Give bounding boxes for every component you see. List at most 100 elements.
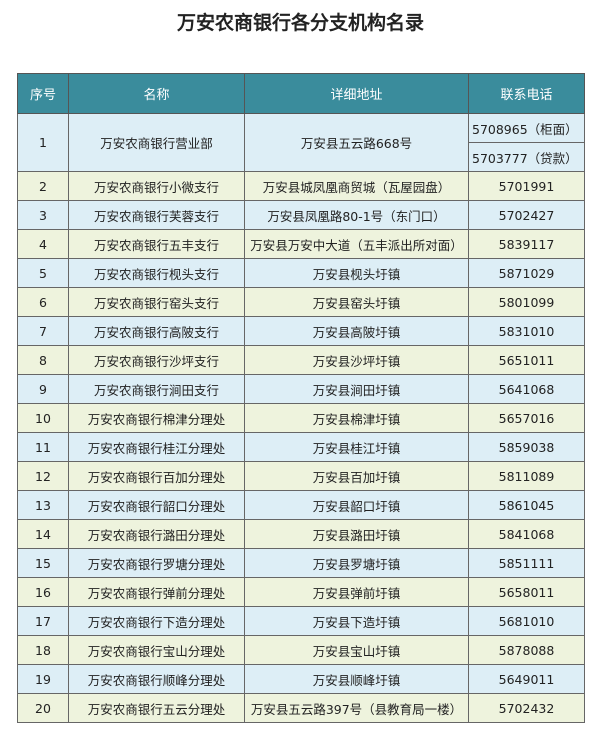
name-cell: 万安农商银行高陂支行 (68, 316, 245, 346)
number-cell: 3 (17, 200, 69, 230)
phone-cell: 5861045 (468, 490, 585, 520)
table-row: 12 万安农商银行百加分理处 万安县百加圩镇 5811089 (17, 461, 585, 491)
name-cell: 万安农商银行五丰支行 (68, 229, 245, 259)
name-cell: 万安农商银行百加分理处 (68, 461, 245, 491)
phone-cell: 5831010 (468, 316, 585, 346)
number-cell: 18 (17, 635, 69, 665)
number-cell: 7 (17, 316, 69, 346)
address-cell: 万安县凤凰路80-1号（东门口） (244, 200, 469, 230)
number-cell: 10 (17, 403, 69, 433)
name-cell: 万安农商银行沙坪支行 (68, 345, 245, 375)
table-row: 1 万安农商银行营业部 万安县五云路668号 5708965（柜面） (17, 113, 585, 172)
name-cell: 万安农商银行五云分理处 (68, 693, 245, 723)
address-cell: 万安县韶口圩镇 (244, 490, 469, 520)
table-body: 1 万安农商银行营业部 万安县五云路668号 5708965（柜面） 5703777（贷… (17, 113, 585, 723)
header-cell: 联系电话 (468, 73, 585, 114)
header-row: 序号 名称 详细地址 联系电话 (17, 73, 585, 114)
table-row: 2 万安农商银行小微支行 万安县城凤凰商贸城（瓦屋园盘） 5701991 (17, 171, 585, 201)
phone-cell: 5801099 (468, 287, 585, 317)
name-cell: 万安农商银行枧头支行 (68, 258, 245, 288)
phone-cell: 5702432 (468, 693, 585, 723)
table-row: 3 万安农商银行芙蓉支行 万安县凤凰路80-1号（东门口） 5702427 (17, 200, 585, 230)
table-row: 4 万安农商银行五丰支行 万安县万安中大道（五丰派出所对面） 5839117 (17, 229, 585, 259)
number-cell: 13 (17, 490, 69, 520)
table-row: 15 万安农商银行罗塘分理处 万安县罗塘圩镇 5851111 (17, 548, 585, 578)
number-cell: 5 (17, 258, 69, 288)
address-cell: 万安县罗塘圩镇 (244, 548, 469, 578)
phone-cell: 5641068 (468, 374, 585, 404)
number-cell: 15 (17, 548, 69, 578)
number-cell: 20 (17, 693, 69, 723)
name-cell: 万安农商银行棉津分理处 (68, 403, 245, 433)
name-cell: 万安农商银行韶口分理处 (68, 490, 245, 520)
name-cell: 万安农商银行顺峰分理处 (68, 664, 245, 694)
table-row: 20 万安农商银行五云分理处 万安县五云路397号（县教育局一楼） 5702432 (17, 693, 585, 723)
name-cell: 万安农商银行营业部 (68, 113, 245, 172)
address-cell: 万安县五云路668号 (244, 113, 469, 172)
table-row: 13 万安农商银行韶口分理处 万安县韶口圩镇 5861045 (17, 490, 585, 520)
phone-cell: 5841068 (468, 519, 585, 549)
table-row: 11 万安农商银行桂江分理处 万安县桂江圩镇 5859038 (17, 432, 585, 462)
address-cell: 万安县枧头圩镇 (244, 258, 469, 288)
address-cell: 万安县宝山圩镇 (244, 635, 469, 665)
address-cell: 万安县潞田圩镇 (244, 519, 469, 549)
phone-cell: 5681010 (468, 606, 585, 636)
name-cell: 万安农商银行潞田分理处 (68, 519, 245, 549)
number-cell: 19 (17, 664, 69, 694)
table-row: 19 万安农商银行顺峰分理处 万安县顺峰圩镇 5649011 (17, 664, 585, 694)
address-cell: 万安县万安中大道（五丰派出所对面） (244, 229, 469, 259)
number-cell: 9 (17, 374, 69, 404)
address-cell: 万安县百加圩镇 (244, 461, 469, 491)
table-row: 5703777（贷款） (18, 142, 585, 172)
number-cell: 1 (17, 113, 69, 172)
table-row: 5 万安农商银行枧头支行 万安县枧头圩镇 5871029 (17, 258, 585, 288)
address-cell: 万安县城凤凰商贸城（瓦屋园盘） (244, 171, 469, 201)
name-cell: 万安农商银行弹前分理处 (68, 577, 245, 607)
phone-cell: 5839117 (468, 229, 585, 259)
address-cell: 万安县棉津圩镇 (244, 403, 469, 433)
number-cell: 4 (17, 229, 69, 259)
table-row: 18 万安农商银行宝山分理处 万安县宝山圩镇 5878088 (17, 635, 585, 665)
phone-cell: 5851111 (468, 548, 585, 578)
phone-cell: 5658011 (468, 577, 585, 607)
address-cell: 万安县桂江圩镇 (244, 432, 469, 462)
table-row: 9 万安农商银行涧田支行 万安县涧田圩镇 5641068 (17, 374, 585, 404)
address-cell: 万安县下造圩镇 (244, 606, 469, 636)
name-cell: 万安农商银行下造分理处 (68, 606, 245, 636)
table-row: 10 万安农商银行棉津分理处 万安县棉津圩镇 5657016 (17, 403, 585, 433)
name-cell: 万安农商银行窑头支行 (68, 287, 245, 317)
number-cell: 2 (17, 171, 69, 201)
number-cell: 16 (17, 577, 69, 607)
phone-cell: 5878088 (468, 635, 585, 665)
name-cell: 万安农商银行小微支行 (68, 171, 245, 201)
phone-cell: 5701991 (468, 171, 585, 201)
table-row: 17 万安农商银行下造分理处 万安县下造圩镇 5681010 (17, 606, 585, 636)
table-row: 14 万安农商银行潞田分理处 万安县潞田圩镇 5841068 (17, 519, 585, 549)
address-cell: 万安县沙坪圩镇 (244, 345, 469, 375)
name-cell: 万安农商银行芙蓉支行 (68, 200, 245, 230)
phone-cell: 5703777（贷款） (468, 142, 585, 172)
table-row: 8 万安农商银行沙坪支行 万安县沙坪圩镇 5651011 (17, 345, 585, 375)
branch-table: 序号 名称 详细地址 联系电话 1 万安农商银行营业部 万安县五云路668号 5708965… (17, 73, 585, 723)
table-row: 7 万安农商银行高陂支行 万安县高陂圩镇 5831010 (17, 316, 585, 346)
header-cell: 详细地址 (244, 73, 469, 114)
address-cell: 万安县高陂圩镇 (244, 316, 469, 346)
phone-cell: 5859038 (468, 432, 585, 462)
phone-cell: 5702427 (468, 200, 585, 230)
header-cell: 名称 (68, 73, 245, 114)
address-cell: 万安县弹前圩镇 (244, 577, 469, 607)
address-cell: 万安县涧田圩镇 (244, 374, 469, 404)
number-cell: 11 (17, 432, 69, 462)
phone-cell: 5649011 (468, 664, 585, 694)
phone-cell: 5651011 (468, 345, 585, 375)
address-cell: 万安县窑头圩镇 (244, 287, 469, 317)
phone-cell: 5811089 (468, 461, 585, 491)
number-cell: 14 (17, 519, 69, 549)
address-cell: 万安县顺峰圩镇 (244, 664, 469, 694)
page-title: 万安农商银行各分支机构名录 (176, 12, 424, 34)
phone-cell: 5871029 (468, 258, 585, 288)
address-cell: 万安县五云路397号（县教育局一楼） (244, 693, 469, 723)
table-row: 16 万安农商银行弹前分理处 万安县弹前圩镇 5658011 (17, 577, 585, 607)
table-row: 6 万安农商银行窑头支行 万安县窑头圩镇 5801099 (17, 287, 585, 317)
